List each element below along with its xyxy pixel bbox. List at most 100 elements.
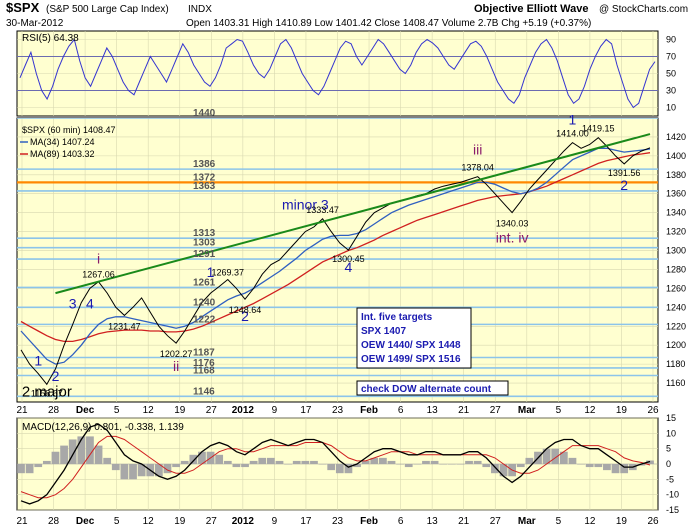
rsi-tick-label: 10: [666, 103, 676, 113]
macd-histogram-bar: [120, 464, 129, 480]
macd-histogram-bar: [491, 464, 499, 474]
legend-ma34: MA(34) 1407.24: [30, 137, 95, 147]
macd-histogram-bar: [499, 464, 508, 477]
macd-histogram-bar: [439, 464, 448, 465]
targets-title: Int. five targets: [361, 312, 433, 323]
macd-histogram-bar: [292, 460, 301, 464]
macd-signal-line: [20, 435, 651, 499]
y-tick-label: 1260: [666, 283, 686, 293]
wave-label: minor 3: [282, 197, 329, 213]
x-tick-label: 28: [48, 405, 60, 416]
x-tick-label: 12: [143, 516, 155, 527]
macd-tick-label: 0: [666, 459, 671, 469]
x-tick-label: 23: [332, 405, 344, 416]
macd-histogram-bar: [568, 457, 577, 464]
macd-label: MACD(12,26,9) 0.801, -0.338, 1.139: [22, 422, 184, 433]
x-tick-label: Dec: [76, 516, 95, 527]
symbol-name: (S&P 500 Large Cap Index): [46, 4, 169, 15]
macd-histogram-bar: [258, 457, 267, 464]
macd-tick-label: -10: [666, 490, 679, 500]
macd-histogram-bar: [482, 464, 491, 468]
price-label: 1248.64: [229, 305, 262, 315]
macd-axis: 15 10 5 0 -5 -10 -15: [666, 413, 679, 515]
x-tick-label: 12: [584, 405, 596, 416]
wave-label: 4: [345, 259, 353, 275]
level-label: 1303: [193, 238, 216, 249]
x-tick-label: 19: [174, 516, 186, 527]
level-label: 1222: [193, 314, 216, 325]
macd-histogram-bar: [542, 448, 551, 464]
trend-line: [55, 133, 651, 295]
y-tick-label: 1400: [666, 151, 686, 161]
y-tick-label: 1420: [666, 132, 686, 142]
x-tick-label: 12: [143, 405, 155, 416]
macd-histogram-bar: [327, 464, 336, 471]
y-tick-label: 1240: [666, 302, 686, 312]
x-tick-label: 17: [300, 516, 312, 527]
macd-plot: [17, 423, 654, 505]
x-tick-label: 27: [490, 516, 502, 527]
macd-histogram-bar: [42, 460, 51, 464]
macd-histogram-bar: [103, 457, 112, 464]
macd-histogram-bar: [551, 448, 560, 464]
price-label: 1269.37: [212, 268, 245, 278]
macd-histogram-bar: [310, 460, 318, 464]
macd-histogram-bar: [232, 464, 241, 468]
macd-line: [20, 423, 651, 505]
rsi-plot: [19, 38, 656, 109]
macd-histogram-bar: [172, 464, 180, 468]
x-tick-label: Mar: [518, 516, 536, 527]
wave-label: 1: [34, 353, 42, 369]
macd-histogram-bar: [559, 451, 568, 464]
price-label: 1202.27: [160, 349, 193, 359]
macd-histogram-bar: [198, 451, 206, 464]
macd-histogram-bar: [637, 464, 646, 466]
ma89-line: [20, 152, 651, 343]
x-tick-label: 21: [16, 516, 28, 527]
macd-histogram-bar: [318, 464, 327, 465]
target-3: OEW 1499/ SPX 1516: [361, 354, 461, 365]
y-tick-label: 1200: [666, 340, 686, 350]
macd-histogram-bar: [594, 464, 603, 468]
x-tick-label: 5: [556, 405, 562, 416]
macd-histogram-bar: [17, 464, 25, 474]
macd-histogram-bar: [215, 454, 224, 464]
x-tick-label: 27: [490, 405, 502, 416]
macd-histogram-bar: [241, 464, 249, 468]
price-plot: [20, 133, 651, 386]
price-label: 1158.67: [31, 388, 63, 398]
x-axis-top: 21 28 Dec 5 12 19 27 2012 9 17 23 Feb 6 13 21 27 Mar 5 12 1…: [16, 405, 659, 416]
macd-histogram-bar: [361, 460, 370, 464]
price-label: 1267.06: [82, 270, 115, 280]
support-resistance-levels: [17, 118, 658, 398]
source-right: @ StockCharts.com: [599, 4, 688, 15]
macd-histogram-bar: [465, 460, 473, 464]
macd-histogram-bar: [180, 460, 189, 464]
level-label: 1440: [193, 108, 216, 119]
y-tick-label: 1380: [666, 170, 686, 180]
target-1: SPX 1407: [361, 326, 406, 337]
macd-histogram-bar: [25, 464, 34, 474]
rsi-grid: [17, 31, 658, 116]
macd-histogram-bar: [379, 457, 387, 464]
macd-histogram-bar: [577, 464, 585, 465]
macd-histogram-bar: [301, 460, 310, 464]
rsi-tick-label: 70: [666, 52, 676, 62]
x-tick-label: Dec: [76, 405, 95, 416]
ma34-line: [20, 147, 651, 365]
y-tick-label: 1300: [666, 246, 686, 256]
macd-histogram-bar: [422, 460, 430, 464]
x-tick-label: 6: [398, 516, 404, 527]
y-tick-label: 1360: [666, 189, 686, 199]
price-label: 1419.15: [582, 124, 615, 134]
macd-tick-label: 15: [666, 413, 676, 423]
ohlc-line: Open 1403.31 High 1410.89 Low 1401.42 Cl…: [186, 18, 591, 29]
x-tick-label: 5: [114, 405, 120, 416]
wave-label: iii: [473, 142, 482, 158]
macd-histogram-bar: [335, 464, 344, 474]
x-tick-label: 13: [427, 516, 439, 527]
x-tick-label: 12: [584, 516, 596, 527]
